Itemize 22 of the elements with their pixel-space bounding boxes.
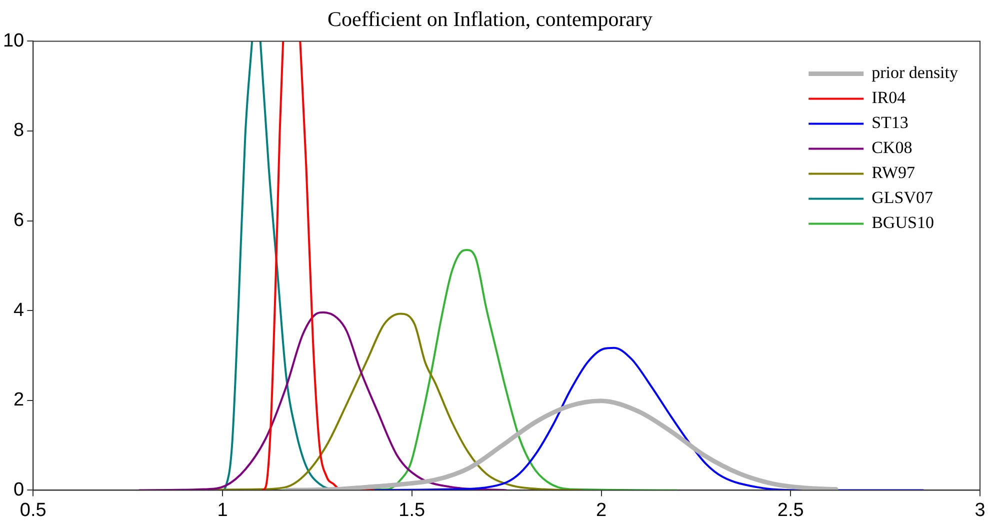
x-tick-label: 2 <box>596 500 607 521</box>
legend-label: RW97 <box>872 163 916 182</box>
legend-label: BGUS10 <box>872 213 934 232</box>
legend-label: prior density <box>872 63 958 82</box>
x-tick-label: 3 <box>974 500 986 521</box>
legend-label: CK08 <box>872 138 912 158</box>
y-tick-label: 2 <box>14 390 24 411</box>
x-tick-label: 1 <box>217 500 228 521</box>
y-tick-label: 0 <box>14 479 24 500</box>
legend-label: GLSV07 <box>872 188 934 208</box>
line-series <box>138 311 508 490</box>
chart-title: Coefficient on Inflation, contemporary <box>327 7 653 32</box>
x-tick-label: 2.5 <box>777 500 804 521</box>
legend-label: ST13 <box>872 113 908 132</box>
x-tick-label: 0.5 <box>20 500 46 521</box>
x-tick-label: 1.5 <box>398 500 426 521</box>
line-series <box>284 398 838 490</box>
y-tick-label: 10 <box>2 30 24 52</box>
legend-label: IR04 <box>872 88 906 108</box>
y-tick-label: 8 <box>14 120 24 142</box>
y-tick-label: 6 <box>14 210 24 232</box>
y-tick-label: 4 <box>14 300 25 321</box>
